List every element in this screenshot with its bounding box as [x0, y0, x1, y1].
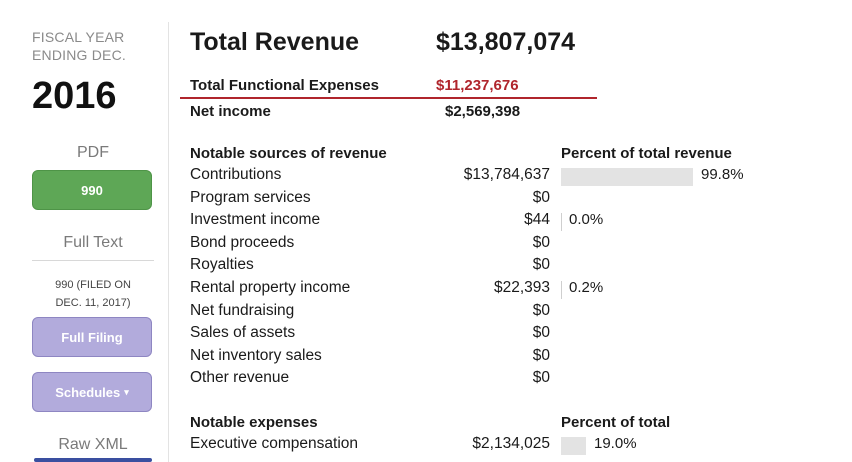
row-value: $0: [532, 233, 550, 251]
row-label: Investment income: [190, 211, 321, 229]
row-value: $0: [532, 324, 550, 342]
chevron-down-icon: ▾: [124, 386, 129, 397]
filed-date: 990 (FILED ON DEC. 11, 2017): [32, 276, 154, 312]
row-value: $0: [532, 369, 550, 387]
pdf-990-button[interactable]: 990: [32, 170, 152, 210]
raw-xml-heading: Raw XML: [58, 436, 128, 453]
filed-date-line2: DEC. 11, 2017): [55, 297, 131, 309]
full-text-heading: Full Text: [63, 234, 123, 251]
row-label: Contributions: [190, 166, 282, 183]
row-value: $0: [532, 346, 550, 364]
row-label: Sales of assets: [190, 324, 296, 342]
sidebar-border: [168, 22, 169, 462]
row-label: Royalties: [190, 256, 254, 274]
schedules-button[interactable]: Schedules ▾: [32, 372, 152, 412]
percent-value: 0.0%: [569, 211, 604, 229]
percent-value: 99.8%: [701, 166, 744, 183]
row-value: $0: [532, 301, 550, 319]
row-label: Net fundraising: [190, 301, 295, 319]
row-label: Executive compensation: [190, 435, 359, 452]
row-label: Rental property income: [190, 279, 351, 296]
revenue-section-heading: Notable sources of revenue: [190, 145, 387, 162]
raw-xml-button[interactable]: [34, 458, 152, 462]
table-row: Contributions $13,784,637: [190, 166, 550, 188]
table-row: Royalties $0: [190, 256, 550, 278]
row-value: $0: [532, 188, 550, 206]
row-label: Bond proceeds: [190, 233, 295, 251]
revenue-percent-heading: Percent of total revenue: [561, 145, 732, 162]
percent-bar: [561, 437, 586, 455]
total-expenses-value: $11,237,676: [436, 77, 519, 94]
row-value: $44: [524, 211, 550, 229]
net-income-value: $2,569,398: [445, 103, 521, 120]
table-row: Executive compensation $2,134,025: [190, 435, 550, 457]
filing-sidebar: FISCAL YEAR ENDING DEC. 2016 PDF 990 Ful…: [0, 0, 168, 462]
percent-value: 19.0%: [594, 435, 637, 452]
filed-date-line1: 990 (FILED ON: [55, 279, 131, 291]
table-row: Rental property income $22,393: [190, 279, 550, 301]
table-row: Program services $0: [190, 189, 550, 211]
fiscal-year: 2016: [32, 75, 117, 117]
expenses-percent-heading: Percent of total: [561, 414, 671, 431]
percent-value: 0.2%: [569, 279, 604, 296]
table-row: Bond proceeds $0: [190, 234, 550, 256]
fiscal-year-label: FISCAL YEAR ENDING DEC.: [32, 28, 126, 64]
expenses-section-heading: Notable expenses: [190, 414, 318, 431]
row-label: Program services: [190, 188, 311, 206]
row-label: Net inventory sales: [190, 346, 322, 364]
table-row: Net fundraising $0: [190, 302, 550, 324]
full-filing-button[interactable]: Full Filing: [32, 317, 152, 357]
percent-bar: [561, 213, 562, 232]
table-row: Sales of assets $0: [190, 324, 550, 346]
row-value: $2,134,025: [472, 435, 550, 452]
row-value: $13,784,637: [463, 166, 550, 183]
sidebar-divider: [32, 260, 154, 261]
row-label: Other revenue: [190, 369, 290, 387]
summary-underline: [180, 97, 597, 99]
total-revenue-value: $13,807,074: [436, 28, 576, 56]
fiscal-year-label-line1: FISCAL YEAR: [32, 29, 125, 45]
percent-bar: [561, 168, 693, 186]
table-row: Net inventory sales $0: [190, 347, 550, 369]
percent-bar: [561, 281, 562, 299]
total-revenue-label: Total Revenue: [190, 28, 360, 56]
schedules-button-label: Schedules: [55, 384, 121, 400]
pdf-heading: PDF: [77, 144, 109, 161]
net-income-label: Net income: [190, 103, 271, 120]
table-row: Investment income $44: [190, 211, 550, 233]
table-row: Other revenue $0: [190, 369, 550, 391]
total-expenses-label: Total Functional Expenses: [190, 77, 379, 94]
fiscal-year-label-line2: ENDING DEC.: [32, 47, 126, 63]
row-value: $22,393: [493, 279, 550, 296]
row-value: $0: [532, 256, 550, 274]
